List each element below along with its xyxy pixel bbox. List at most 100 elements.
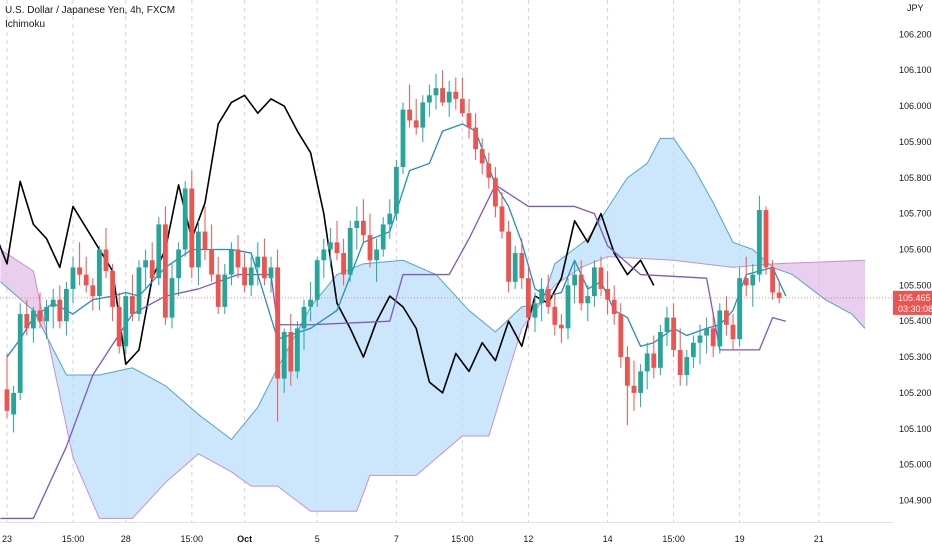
candle-body: [235, 249, 241, 268]
candle-body: [704, 328, 709, 336]
candle-body: [776, 292, 782, 298]
candle-body: [565, 285, 571, 329]
candle-body: [585, 296, 591, 304]
leading-span-a-line: [0, 137, 866, 441]
candle-body: [176, 249, 181, 279]
candle-body: [288, 331, 294, 372]
candle-body: [83, 274, 89, 286]
candle-body: [572, 274, 577, 286]
candle-body: [64, 288, 69, 322]
candle-body: [512, 253, 518, 282]
candle-body: [4, 389, 10, 411]
price-axis-background: [893, 0, 932, 550]
candle-body: [420, 102, 426, 128]
candle-body: [493, 177, 498, 207]
candle-body: [479, 149, 485, 164]
candle-body: [618, 314, 624, 358]
candle-body: [757, 210, 762, 275]
candle-body: [658, 331, 663, 368]
candle-body: [374, 249, 379, 261]
candle-body: [730, 324, 736, 340]
candle-body: [539, 288, 544, 304]
candle-body: [433, 88, 439, 96]
leading-span-b-line: [0, 249, 866, 519]
candle-body: [130, 296, 135, 315]
candle-body: [341, 253, 346, 275]
time-tick-label: 7: [394, 534, 399, 544]
candle-body: [605, 288, 610, 300]
candle-body: [407, 109, 412, 121]
price-tick-label: 105.300: [899, 352, 932, 362]
candle-body: [486, 163, 492, 178]
price-tick-label: 104.900: [899, 495, 932, 505]
symbol-title[interactable]: U.S. Dollar / Japanese Yen, 4h, FXCM: [5, 5, 176, 16]
price-badge-countdown: 03:30:08: [898, 304, 932, 314]
time-tick-label: 19: [735, 534, 745, 544]
candle-body: [17, 314, 23, 393]
candle-body: [77, 267, 82, 275]
candle-body: [578, 274, 584, 304]
price-badge-value: 105.465: [898, 293, 931, 303]
candle-body: [97, 249, 102, 297]
candle-body: [691, 342, 696, 358]
candle-body: [328, 242, 333, 250]
candle-body: [90, 285, 96, 297]
candle-body: [103, 249, 109, 271]
candle-body: [638, 371, 643, 393]
time-tick-label: 5: [315, 534, 320, 544]
price-tick-label: 105.400: [899, 316, 932, 326]
candle-body: [684, 357, 690, 375]
time-axis[interactable]: 23 15:00 28 15:00 Oct 5 7 15:00 12 14 15:00 19 21: [0, 522, 932, 550]
candle-body: [57, 299, 63, 322]
candle-body: [519, 253, 525, 279]
cloud-bullish: [46, 260, 540, 519]
candle-body: [453, 91, 459, 99]
price-tick-label: 105.500: [899, 280, 932, 290]
candle-body: [651, 353, 657, 368]
candle-body: [31, 310, 36, 329]
chart-legend: U.S. Dollar / Japanese Yen, 4h, FXCM Ich…: [5, 4, 175, 32]
candle-body: [413, 120, 419, 128]
candle-body: [559, 324, 564, 329]
candle-body: [697, 335, 703, 343]
candle-body: [295, 328, 300, 372]
candle-body: [275, 267, 280, 379]
candle-body: [592, 267, 597, 297]
price-tick-label: 106.100: [899, 65, 932, 75]
time-tick-label: 15:00: [451, 534, 474, 544]
price-tick-label: 105.800: [899, 173, 932, 183]
candle-body: [189, 188, 195, 268]
candle-body: [123, 296, 129, 347]
candle-body: [545, 288, 551, 307]
price-tick-label: 105.700: [899, 209, 932, 219]
candle-body: [631, 385, 637, 393]
candle-body: [156, 224, 162, 279]
time-tick-label: 14: [603, 534, 613, 544]
candle-body: [37, 310, 43, 322]
candle-body: [743, 278, 749, 286]
candle-body: [334, 242, 340, 254]
price-tick-label: 105.200: [899, 388, 932, 398]
time-tick-label: 28: [121, 534, 131, 544]
candle-body: [598, 267, 604, 289]
candle-body: [387, 213, 393, 225]
candle-body: [625, 357, 630, 386]
time-tick-label: 12: [523, 534, 533, 544]
candle-body: [143, 260, 148, 268]
price-axis[interactable]: JPY 106.200 106.100 106.000 105.900 105.800 10…: [893, 0, 932, 550]
candle-body: [301, 306, 307, 329]
candle-body: [222, 274, 228, 307]
candle-body: [677, 349, 683, 375]
candle-body: [209, 249, 214, 275]
candle-body: [314, 260, 320, 300]
candle-body: [262, 256, 267, 279]
candle-body: [11, 392, 16, 415]
candle-body: [196, 231, 201, 268]
candle-body: [242, 267, 247, 286]
candle-body: [149, 260, 155, 279]
candle-body: [367, 235, 373, 261]
indicator-label[interactable]: Ichimoku: [5, 19, 46, 30]
candle-body: [400, 109, 406, 168]
